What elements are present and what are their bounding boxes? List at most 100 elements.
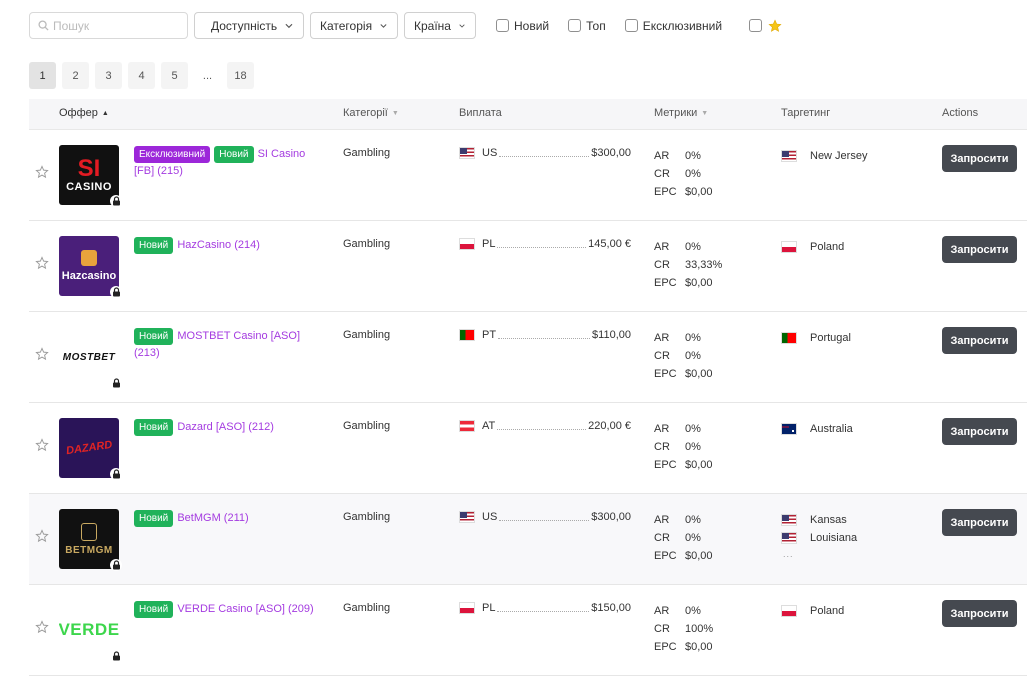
epc-value: $0,00 [685, 368, 713, 380]
category-value: Gambling [343, 329, 391, 341]
target-region: Kansas [810, 514, 847, 526]
pl-flag-icon [459, 602, 475, 614]
payout-country: AT [482, 420, 496, 432]
page-5-button[interactable]: 5 [161, 62, 188, 89]
request-button[interactable]: Запросити [942, 145, 1017, 172]
metric-label: AR [654, 241, 670, 253]
table-row: MOSTBET Новий MOSTBET Casino [ASO] (213)… [29, 312, 1027, 403]
metric-label: CR [654, 350, 670, 362]
category-value: Gambling [343, 602, 391, 614]
cr-value: 100% [685, 623, 714, 635]
target-region: Australia [810, 423, 853, 435]
epc-value: $0,00 [685, 550, 713, 562]
epc-value: $0,00 [685, 641, 713, 653]
metrics-column-header[interactable]: Метрики ▼ [654, 107, 708, 119]
category-dropdown[interactable]: Категорія [310, 12, 398, 39]
checkbox-box[interactable] [496, 19, 509, 32]
new-checkbox[interactable]: Новий [496, 19, 549, 33]
star-outline-icon[interactable] [35, 256, 49, 270]
ar-value: 0% [685, 423, 701, 435]
page-ellipsis: ... [202, 69, 213, 82]
offer-link[interactable]: HazCasino (214) [177, 239, 260, 251]
payout-country: US [482, 511, 498, 523]
offer-link[interactable]: VERDE Casino [ASO] (209) [177, 603, 314, 615]
offer-link[interactable]: MOSTBET Casino [ASO] (213) [134, 330, 301, 359]
request-button[interactable]: Запросити [942, 600, 1017, 627]
star-outline-icon[interactable] [35, 165, 49, 179]
country-label: Країна [414, 18, 451, 33]
pl-flag-icon [781, 241, 797, 253]
offer-link[interactable]: Dazard [ASO] (212) [177, 421, 274, 433]
sort-icon: ▼ [701, 109, 709, 117]
metric-label: AR [654, 514, 670, 526]
payout-value: $300,00 [591, 147, 631, 159]
offer-cell: Новий Dazard [ASO] (212) [134, 419, 324, 436]
actions-column-header: Actions [942, 107, 978, 119]
offer-cell: Новий VERDE Casino [ASO] (209) [134, 601, 324, 618]
dot-leader [497, 422, 587, 430]
offer-logo: SI CASINO [59, 145, 119, 205]
lock-icon [110, 286, 122, 298]
metric-label: EPC [654, 550, 677, 562]
lock-icon [110, 650, 122, 662]
page-4-button[interactable]: 4 [128, 62, 155, 89]
pl-flag-icon [459, 238, 475, 250]
category-value: Gambling [343, 147, 391, 159]
search-input[interactable] [53, 18, 183, 33]
us-flag-icon [781, 150, 797, 162]
search-field[interactable] [29, 12, 188, 39]
country-dropdown[interactable]: Країна [404, 12, 476, 39]
request-button[interactable]: Запросити [942, 327, 1017, 354]
chevron-down-icon [285, 23, 293, 28]
table-header: Оффер ▲ Категорії ▼ Виплата Метрики ▼ Тарге… [29, 99, 1027, 130]
targeting-cell: New Jersey [781, 147, 867, 165]
star-outline-icon[interactable] [35, 347, 49, 361]
metric-label: EPC [654, 459, 677, 471]
star-outline-icon[interactable] [35, 620, 49, 634]
checkbox-box[interactable] [568, 19, 582, 32]
logo-text: CASINO [66, 180, 112, 193]
metric-label: EPC [654, 641, 677, 653]
metric-label: EPC [654, 277, 677, 289]
exclusive-badge: Ексклюзивний [134, 146, 211, 163]
checkbox-box[interactable] [624, 19, 638, 32]
request-button[interactable]: Запросити [942, 236, 1017, 263]
logo-text: MOSTBET [62, 351, 116, 363]
metric-label: CR [654, 623, 670, 635]
logo-text: Hazcasino [61, 270, 117, 282]
ar-value: 0% [685, 150, 701, 162]
top-checkbox[interactable]: Топ [568, 19, 606, 33]
star-outline-icon[interactable] [35, 438, 49, 452]
more-targets-button[interactable]: ... [783, 549, 794, 559]
page-2-button[interactable]: 2 [62, 62, 89, 89]
lock-icon [110, 195, 122, 207]
categories-column-header[interactable]: Категорії ▼ [343, 107, 399, 119]
metric-label: AR [654, 332, 670, 344]
new-badge: Новий [134, 419, 174, 436]
request-button[interactable]: Запросити [942, 509, 1017, 536]
offer-link[interactable]: BetMGM (211) [177, 512, 249, 524]
favorite-checkbox[interactable] [749, 18, 782, 33]
offer-cell: Новий BetMGM (211) [134, 510, 324, 527]
metrics-cell: AR 0% CR 0% EPC $0,00 [654, 147, 713, 201]
offer-logo: VERDE [59, 600, 119, 660]
offer-cell: Новий HazCasino (214) [134, 237, 324, 254]
exclusive-checkbox[interactable]: Ексклюзивний [624, 19, 722, 33]
offer-link[interactable]: SI Casino [FB] (215) [134, 148, 306, 177]
page-last-button[interactable]: 18 [227, 62, 254, 89]
payout-column-header: Виплата [459, 107, 502, 119]
metric-label: EPC [654, 368, 677, 380]
payout-cell: PT $110,00 [459, 329, 631, 341]
star-outline-icon[interactable] [35, 529, 49, 543]
page-1-button[interactable]: 1 [29, 62, 56, 89]
cr-value: 0% [685, 168, 701, 180]
ar-value: 0% [685, 332, 701, 344]
page-3-button[interactable]: 3 [95, 62, 122, 89]
new-badge: Новий [134, 601, 174, 618]
top-checkbox-label: Топ [586, 18, 606, 33]
offer-column-header[interactable]: Оффер ▲ [59, 107, 109, 119]
offer-logo: DAZARD [59, 418, 119, 478]
request-button[interactable]: Запросити [942, 418, 1017, 445]
checkbox-box[interactable] [749, 19, 763, 32]
availability-dropdown[interactable]: Доступність [194, 12, 304, 39]
